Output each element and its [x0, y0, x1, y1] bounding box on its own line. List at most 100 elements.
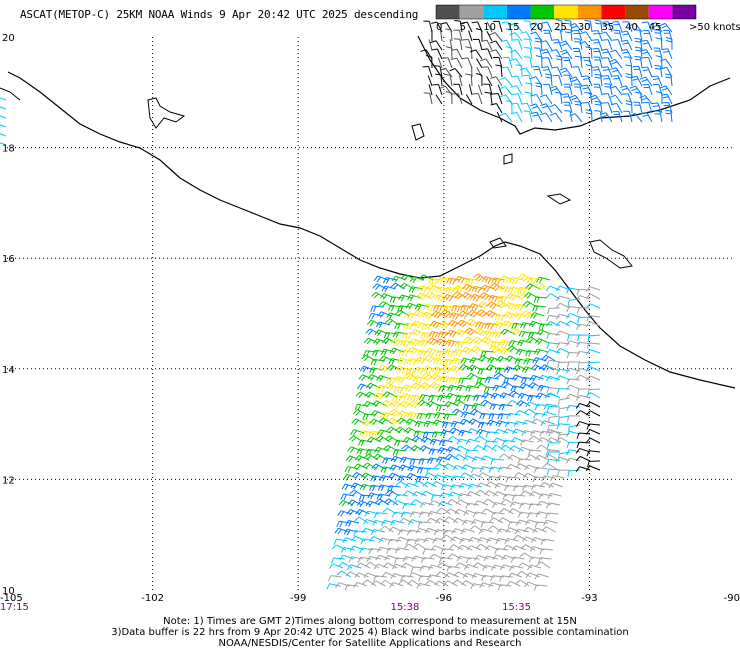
- wind-barb: [612, 21, 623, 33]
- wind-barb: [388, 408, 404, 417]
- wind-barb: [410, 445, 425, 452]
- wind-barb: [573, 83, 583, 96]
- wind-barb: [520, 322, 535, 329]
- wind-barb: [543, 83, 553, 96]
- wind-barb: [452, 93, 463, 105]
- legend-swatch: [506, 5, 531, 19]
- wind-barb: [523, 110, 533, 123]
- wind-barb: [620, 48, 633, 60]
- wind-barb: [500, 498, 516, 506]
- map-title: ASCAT(METOP-C) 25KM NOAA Winds 9 Apr 20:…: [20, 8, 419, 21]
- wind-barb: [493, 20, 503, 33]
- wind-barb: [454, 508, 469, 515]
- wind-barb: [482, 564, 497, 571]
- wind-barb: [662, 102, 673, 114]
- wind-barb: [372, 519, 387, 526]
- wind-barb: [439, 67, 453, 78]
- wind-barb: [525, 572, 540, 578]
- wind-barb: [480, 521, 495, 528]
- wind-barb: [410, 499, 426, 506]
- wind-barb: [373, 512, 388, 519]
- wind-barb: [430, 40, 443, 51]
- wind-barb: [623, 110, 633, 123]
- wind-barb: [355, 391, 370, 399]
- wind-barb: [575, 374, 591, 381]
- wind-barb: [334, 527, 349, 535]
- wind-barb: [526, 394, 541, 402]
- wind-barb: [389, 464, 404, 472]
- wind-barb: [431, 431, 446, 438]
- wind-barb: [523, 358, 538, 365]
- wind-barb: [352, 471, 367, 479]
- wind-barb: [534, 37, 543, 51]
- wind-barb: [477, 537, 492, 543]
- wind-barb: [487, 475, 502, 482]
- wind-barb: [545, 73, 553, 87]
- wind-barb: [509, 49, 523, 60]
- wind-barb: [546, 502, 561, 509]
- wind-barb: [572, 66, 583, 78]
- wind-barb: [542, 57, 553, 69]
- wind-barb: [497, 466, 512, 473]
- wind-barb: [444, 287, 459, 295]
- wind-barb: [400, 393, 415, 401]
- wind-barb: [550, 49, 563, 60]
- wind-barb: [546, 468, 561, 475]
- wind-barb: [360, 472, 376, 480]
- wind-barb: [365, 328, 380, 336]
- wind-barb: [391, 511, 406, 518]
- wind-barb: [353, 530, 367, 537]
- wind-barb: [622, 93, 633, 105]
- wind-barb: [502, 56, 513, 69]
- wind-barb: [640, 111, 653, 123]
- wind-barb: [382, 457, 397, 464]
- wind-barb: [442, 475, 457, 482]
- wind-barb: [507, 286, 522, 294]
- wind-barb: [397, 410, 413, 419]
- wind-barb: [514, 472, 529, 479]
- lat-lon-grid: [7, 37, 735, 590]
- wind-barb: [497, 584, 512, 591]
- wind-barb: [452, 464, 467, 471]
- wind-barb: [602, 21, 613, 33]
- wind-barb: [394, 557, 408, 564]
- wind-barb: [392, 394, 406, 402]
- wind-barb: [483, 83, 493, 96]
- wind-barb: [653, 47, 663, 60]
- wind-barb: [385, 489, 400, 497]
- wind-barb: [460, 528, 475, 535]
- wind-barb: [385, 318, 400, 326]
- wind-barb: [372, 338, 388, 345]
- lake-outline-6: [489, 237, 507, 249]
- wind-barb: [498, 285, 513, 293]
- wind-barb: [444, 572, 459, 578]
- wind-barb: [425, 412, 440, 420]
- wind-barb: [468, 30, 473, 42]
- wind-barb: [353, 582, 368, 588]
- wind-barb: [471, 285, 486, 294]
- wind-barb: [609, 49, 623, 60]
- wind-barb: [405, 472, 421, 480]
- wind-barb: [402, 332, 416, 340]
- wind-barb: [594, 19, 603, 33]
- wind-barb: [341, 483, 356, 491]
- wind-barb: [413, 430, 428, 438]
- wind-barb: [428, 278, 443, 286]
- wind-barb: [451, 57, 463, 69]
- wind-barb: [543, 29, 553, 42]
- wind-barb: [428, 330, 443, 339]
- wind-barb: [499, 575, 513, 582]
- wind-barb: [543, 519, 558, 526]
- wind-barb: [620, 85, 633, 96]
- wind-barb: [434, 73, 443, 87]
- wind-barb: [446, 329, 461, 338]
- wind-barb: [439, 375, 454, 383]
- wind-barb: [477, 368, 492, 375]
- wind-barb: [549, 112, 563, 123]
- wind-barb: [389, 347, 404, 355]
- wind-barb: [517, 392, 532, 400]
- wind-barb: [419, 565, 434, 572]
- wind-barb: [576, 432, 591, 439]
- wind-barb: [555, 19, 563, 33]
- wind-barb: [479, 466, 494, 473]
